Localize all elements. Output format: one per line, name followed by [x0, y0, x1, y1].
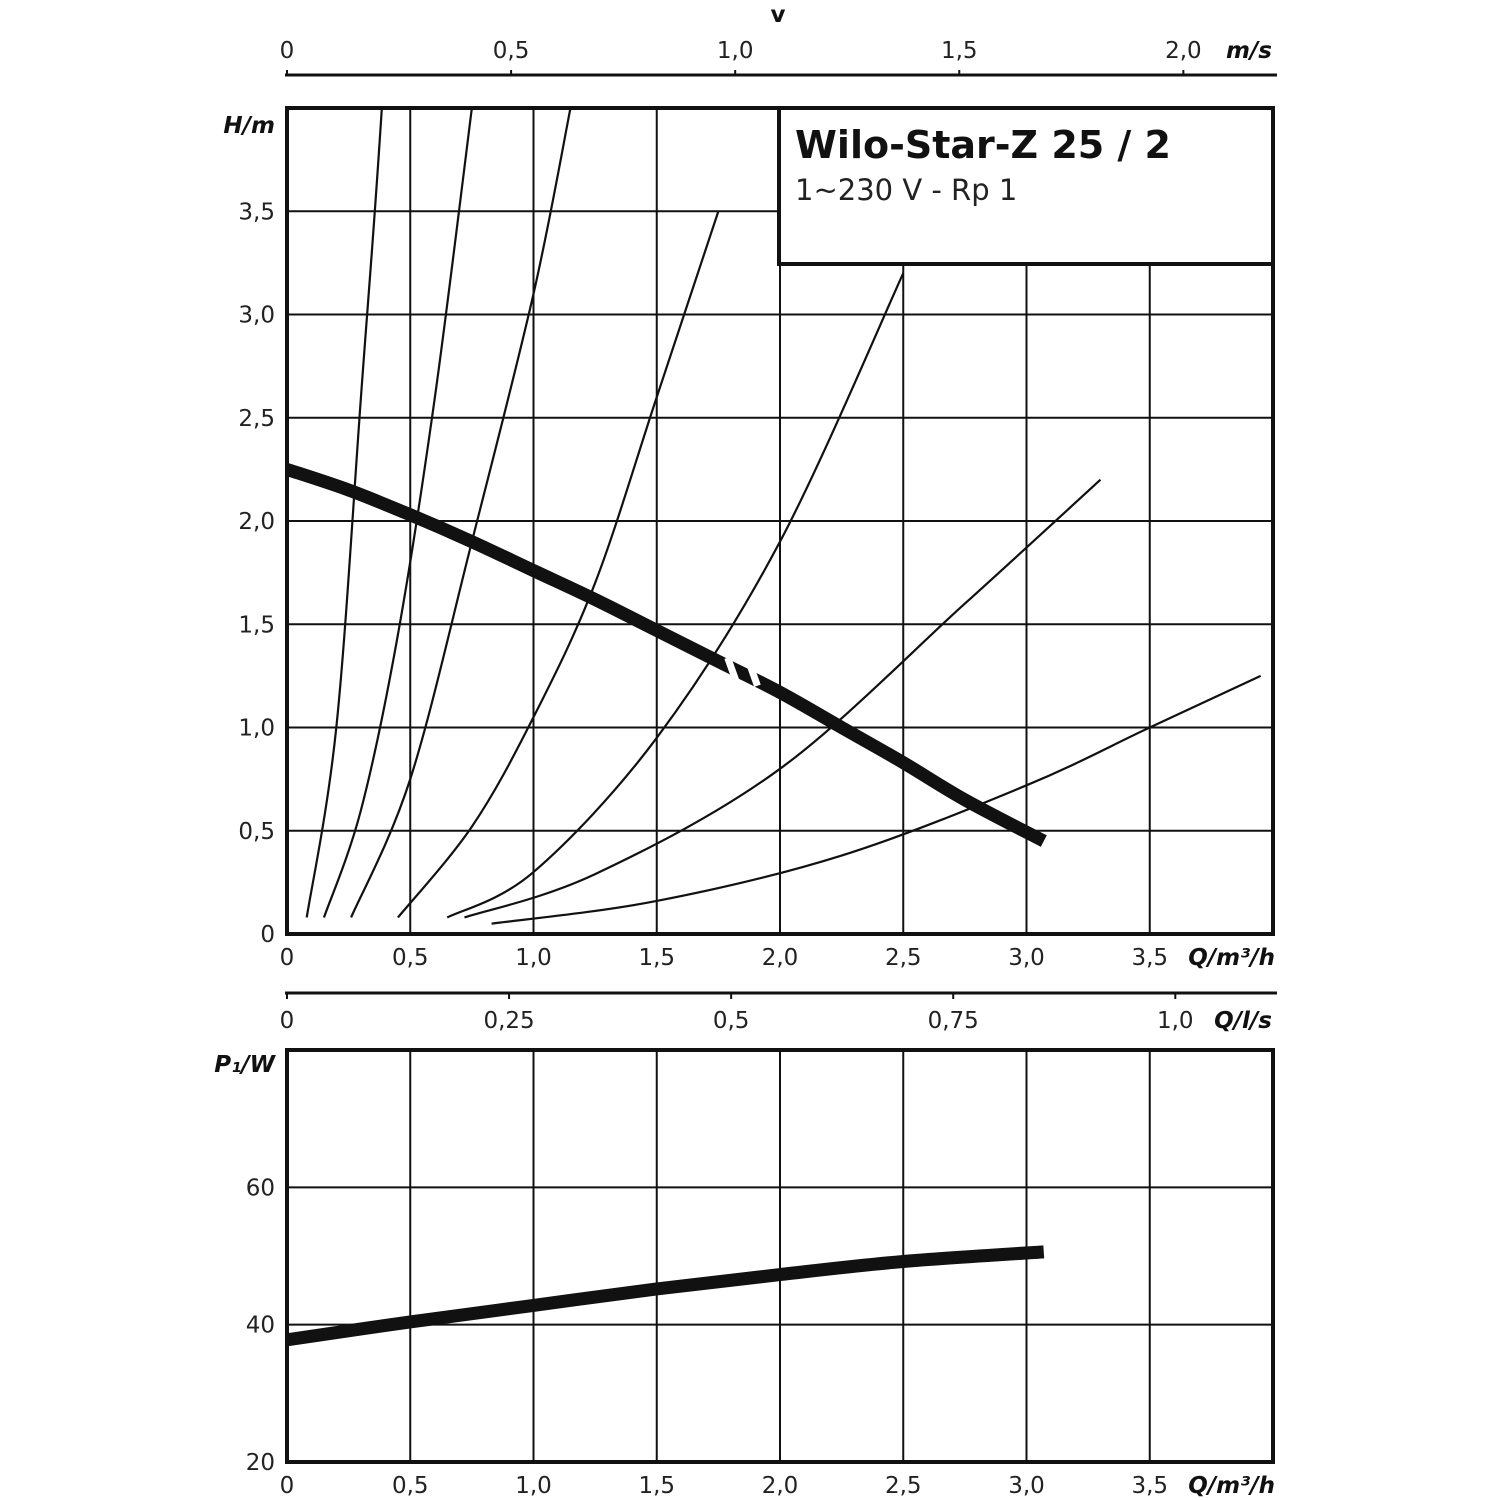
power-chart-x-tick: 2,0 [762, 1473, 799, 1499]
power-chart-x-tick: 0 [280, 1473, 295, 1499]
head-chart-x-tick: 3,5 [1131, 945, 1168, 971]
velocity-tick: 0,5 [493, 38, 530, 64]
head-axis-label: H/m [223, 113, 275, 139]
flow-ls-tick: 0,5 [713, 1008, 750, 1034]
head-chart-y-tick: 0,5 [238, 819, 275, 845]
flow-axis-label-top: Q/m³/h [1188, 945, 1275, 971]
pump-power-curve[interactable] [287, 1245, 1045, 1347]
head-chart-y-ticks: 0 0,5 1,0 1,5 2,0 2,5 3,0 3,5 [238, 199, 275, 948]
chart-subtitle: 1~230 V - Rp 1 [795, 173, 1017, 207]
system-curve-6 [464, 478, 1102, 919]
head-chart-x-ticks: 0 0,5 1,0 1,5 2,0 2,5 3,0 3,5 [280, 945, 1168, 971]
velocity-axis-unit: m/s [1226, 38, 1272, 64]
power-chart-x-tick: 1,5 [638, 1473, 675, 1499]
velocity-tick: 1,5 [941, 38, 978, 64]
velocity-tick: 1,0 [717, 38, 754, 64]
curve-break-mark [724, 656, 741, 687]
head-chart: Wilo-Star-Z 25 / 2 1~230 V - Rp 1 0 0,5 1,… [223, 106, 1275, 971]
head-chart-y-tick: 3,5 [238, 199, 275, 225]
head-chart-y-tick: 2,5 [238, 406, 275, 432]
power-chart-x-tick: 0,5 [392, 1473, 429, 1499]
system-curve-7 [491, 674, 1262, 925]
head-chart-y-tick: 1,5 [238, 612, 275, 638]
chart-title: Wilo-Star-Z 25 / 2 [795, 123, 1171, 167]
power-chart-y-tick: 20 [246, 1450, 275, 1476]
flow-ls-tick: 0,75 [928, 1008, 979, 1034]
power-chart-x-tick: 3,0 [1008, 1473, 1045, 1499]
head-chart-x-tick: 1,5 [638, 945, 675, 971]
velocity-tick: 0 [280, 38, 295, 64]
head-chart-x-tick: 2,5 [885, 945, 922, 971]
head-chart-y-tick: 0 [260, 922, 275, 948]
head-chart-y-tick: 2,0 [238, 509, 275, 535]
power-axis-label: P₁/W [214, 1052, 276, 1078]
head-chart-y-tick: 1,0 [238, 716, 275, 742]
flow-axis-label-bottom: Q/m³/h [1188, 1473, 1275, 1499]
power-chart-frame [285, 1048, 1275, 1464]
power-chart-x-tick: 3,5 [1131, 1473, 1168, 1499]
system-curve-5 [446, 272, 905, 919]
product-label-box[interactable]: Wilo-Star-Z 25 / 2 1~230 V - Rp 1 [777, 106, 1275, 266]
head-chart-x-tick: 2,0 [762, 945, 799, 971]
power-chart: 20 40 60 0 0,5 1,0 1,5 2,0 2,5 3,0 3,5 P₁/W Q/m³/… [214, 1048, 1275, 1499]
power-chart-y-tick: 40 [246, 1313, 275, 1339]
curve-break-mark [744, 656, 761, 687]
flow-ls-tick: 0 [280, 1008, 295, 1034]
system-curve-2 [322, 108, 473, 918]
power-chart-y-tick: 60 [246, 1175, 275, 1201]
power-chart-y-ticks: 20 40 60 [246, 1175, 275, 1476]
velocity-tick: 2,0 [1165, 38, 1202, 64]
flow-ls-tick: 0,25 [483, 1008, 534, 1034]
head-chart-x-tick: 3,0 [1008, 945, 1045, 971]
power-chart-x-tick: 2,5 [885, 1473, 922, 1499]
head-chart-x-tick: 1,0 [515, 945, 552, 971]
power-chart-x-tick: 1,0 [515, 1473, 552, 1499]
head-chart-y-tick: 3,0 [238, 303, 275, 329]
flow-ls-axis-unit: Q/l/s [1214, 1008, 1272, 1034]
power-curves [287, 1245, 1045, 1347]
system-curve-1 [305, 108, 383, 918]
system-curve-3 [350, 108, 572, 918]
flow-ls-axis: Q/l/s 0 0,25 0,5 0,75 1,0 [280, 991, 1277, 1034]
power-chart-x-ticks: 0 0,5 1,0 1,5 2,0 2,5 3,0 3,5 [280, 1473, 1168, 1499]
power-chart-grid [287, 1050, 1273, 1462]
velocity-axis: v m/s 0 0,5 1,0 1,5 2,0 [280, 2, 1277, 77]
head-chart-x-tick: 0,5 [392, 945, 429, 971]
pump-head-curve[interactable] [287, 463, 1047, 847]
system-curves [287, 108, 1262, 925]
velocity-axis-label: v [771, 2, 786, 28]
system-curve-4 [397, 210, 720, 919]
flow-ls-tick: 1,0 [1157, 1008, 1194, 1034]
head-chart-x-tick: 0 [280, 945, 295, 971]
